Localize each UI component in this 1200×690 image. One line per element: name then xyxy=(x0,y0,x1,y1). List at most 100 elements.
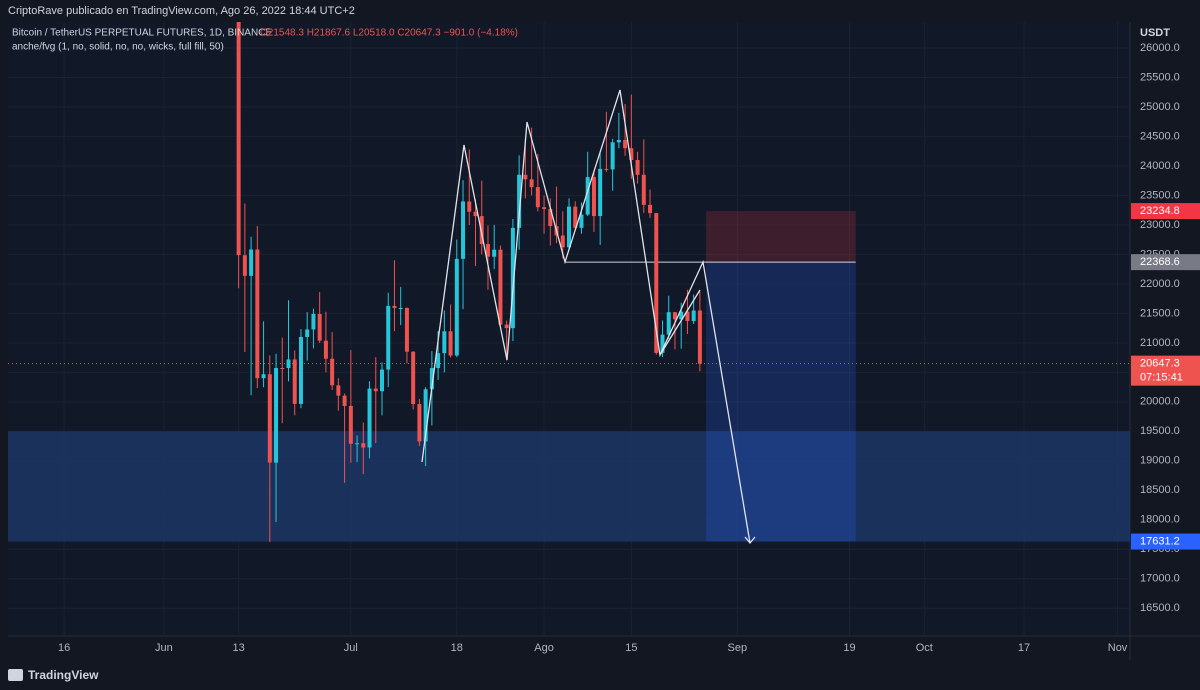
candle-body xyxy=(298,336,303,404)
candle-body xyxy=(386,305,391,370)
candle-body xyxy=(573,206,578,228)
price-tag-label: 22368.6 xyxy=(1140,256,1180,268)
candle-body xyxy=(535,187,540,208)
candle-body xyxy=(591,177,596,217)
candle-body xyxy=(261,374,266,379)
candle-body xyxy=(517,174,522,228)
candle-body xyxy=(429,368,434,390)
x-tick-label: Jun xyxy=(155,642,173,654)
y-tick-label: 19000.0 xyxy=(1140,455,1180,467)
y-axis-label: USDT xyxy=(1140,27,1170,39)
y-tick-label: 23500.0 xyxy=(1140,189,1180,201)
countdown: 07:15:41 xyxy=(1140,372,1183,384)
candle-body xyxy=(660,334,665,353)
x-tick-label: Sep xyxy=(728,642,748,654)
candle-body xyxy=(598,168,603,217)
candle-body xyxy=(560,235,565,248)
candle-body xyxy=(392,305,397,309)
candle-body xyxy=(485,244,490,257)
y-tick-label: 21000.0 xyxy=(1140,337,1180,349)
candle-body xyxy=(648,204,653,214)
candle-body xyxy=(292,359,297,404)
candle-body xyxy=(448,331,453,356)
symbol-title: Bitcoin / TetherUS PERPETUAL FUTURES, 1D… xyxy=(12,28,272,39)
target-zone xyxy=(706,262,856,542)
candle-body xyxy=(585,177,590,215)
candle-body xyxy=(697,310,702,364)
candle-body xyxy=(629,148,634,161)
candle-body xyxy=(442,331,447,354)
candle-body xyxy=(286,359,291,369)
y-tick-label: 26000.0 xyxy=(1140,42,1180,54)
candle-body xyxy=(467,201,472,212)
y-tick-label: 18000.0 xyxy=(1140,514,1180,526)
ohlc-legend: O21548.3 H21867.6 L20518.0 C20647.3 −901… xyxy=(260,28,518,39)
candle-body xyxy=(461,201,466,259)
y-tick-label: 18500.0 xyxy=(1140,484,1180,496)
candle-body xyxy=(616,139,621,143)
x-tick-label: Nov xyxy=(1108,642,1128,654)
candle-body xyxy=(604,168,609,170)
candle-body xyxy=(305,329,310,337)
price-tag-label: 23234.8 xyxy=(1140,205,1180,217)
price-tag xyxy=(1131,254,1200,271)
candle-body xyxy=(373,388,378,392)
y-tick-label: 22000.0 xyxy=(1140,278,1180,290)
x-tick-label: 17 xyxy=(1018,642,1030,654)
candle-body xyxy=(510,227,515,329)
candle-body xyxy=(672,312,677,320)
candle-body xyxy=(436,353,441,369)
candle-body xyxy=(236,22,241,256)
candle-body xyxy=(567,206,571,248)
pattern-drawing xyxy=(659,289,701,356)
price-tag-label: 17631.2 xyxy=(1140,535,1180,547)
arrow-head xyxy=(744,536,756,545)
candle-body xyxy=(280,367,285,369)
candle-body xyxy=(242,255,247,276)
candle-body xyxy=(504,324,509,329)
candle-body xyxy=(498,249,503,325)
candle-body xyxy=(367,388,372,448)
candle-body xyxy=(623,139,628,149)
footer-bar xyxy=(0,660,1200,690)
y-tick-label: 21500.0 xyxy=(1140,307,1180,319)
y-tick-label: 25000.0 xyxy=(1140,101,1180,113)
candle-body xyxy=(255,249,260,379)
pattern-drawing xyxy=(421,89,751,544)
candle-body xyxy=(479,216,484,245)
price-tag xyxy=(1131,355,1200,386)
candle-body xyxy=(417,404,422,442)
x-tick-label: Ago xyxy=(534,642,554,654)
x-tick-label: 19 xyxy=(843,642,855,654)
x-tick-label: 18 xyxy=(451,642,463,654)
candle-body xyxy=(529,179,534,188)
candle-body xyxy=(685,311,690,322)
y-tick-label: 17000.0 xyxy=(1140,573,1180,585)
candle-body xyxy=(361,443,366,448)
candle-body xyxy=(548,208,553,227)
candle-body xyxy=(355,443,360,445)
candle-body xyxy=(311,313,316,330)
fvg-zone xyxy=(8,431,1130,542)
candle-body xyxy=(691,310,696,322)
candle-body xyxy=(330,358,335,386)
candle-body xyxy=(267,374,272,463)
y-tick-label: 20000.0 xyxy=(1140,396,1180,408)
candle-body xyxy=(610,142,615,170)
footer-brand: TradingView xyxy=(28,668,99,682)
y-tick-label: 24000.0 xyxy=(1140,160,1180,172)
candle-body xyxy=(336,385,341,396)
candle-body xyxy=(679,311,684,320)
y-tick-label: 23000.0 xyxy=(1140,219,1180,231)
candle-body xyxy=(666,312,671,335)
price-tag xyxy=(1131,533,1200,550)
indicator-label: anche/fvg (1, no, solid, no, no, wicks, … xyxy=(12,42,224,53)
candle-body xyxy=(641,174,646,205)
x-tick-label: 13 xyxy=(233,642,245,654)
candle-body xyxy=(454,258,459,356)
candle-body xyxy=(380,369,384,392)
y-tick-label: 24500.0 xyxy=(1140,130,1180,142)
candle-body xyxy=(274,367,279,463)
